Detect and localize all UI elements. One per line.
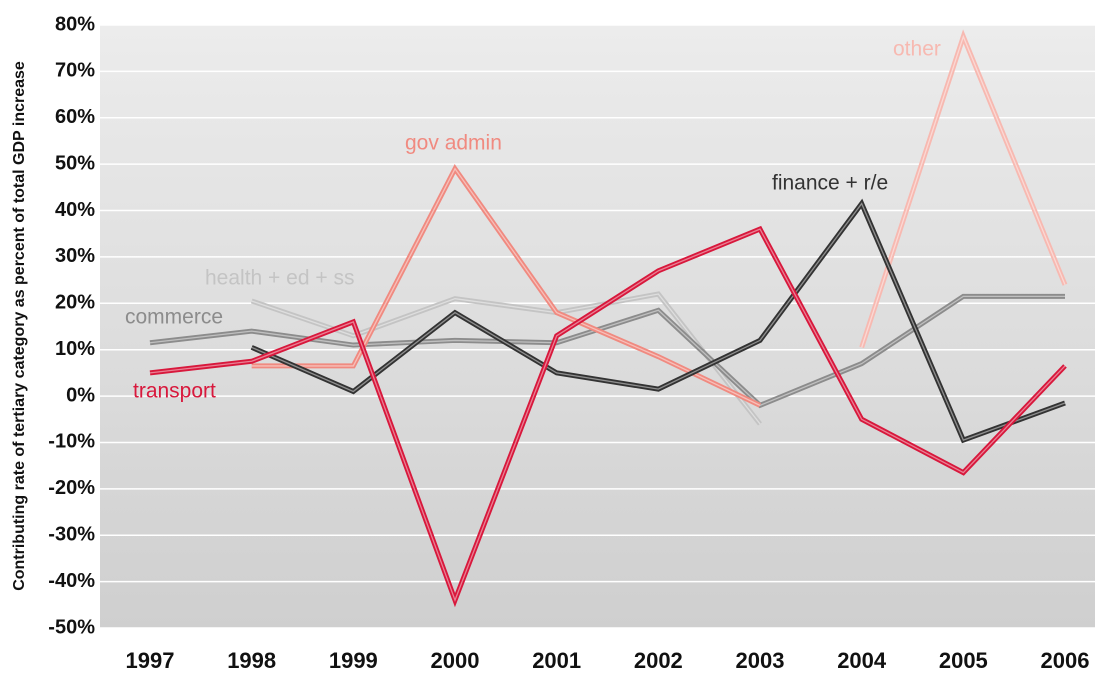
y-tick-label: 0% — [66, 384, 95, 406]
y-tick-label: 30% — [55, 245, 95, 267]
y-tick-label: -10% — [48, 431, 95, 453]
y-tick-label: 60% — [55, 106, 95, 128]
y-tick-label: 50% — [55, 152, 95, 174]
line-highlight — [251, 202, 1066, 441]
line-highlight — [149, 228, 1066, 603]
series-label: gov admin — [405, 132, 502, 155]
series-line — [859, 29, 1068, 349]
series-label: commerce — [125, 306, 223, 329]
x-tick-label: 2005 — [939, 648, 988, 673]
y-axis-label: Contributing rate of tertiary category a… — [11, 61, 28, 591]
y-tick-label: 80% — [55, 13, 95, 35]
series-line — [149, 293, 1065, 409]
y-tick-label: -30% — [48, 524, 95, 546]
series-label: other — [893, 38, 941, 61]
line-highlight — [149, 295, 1065, 407]
x-tick-label: 2006 — [1041, 648, 1090, 673]
x-tick-label: 2003 — [736, 648, 785, 673]
series-label: transport — [133, 380, 216, 403]
series-label: finance + r/e — [772, 172, 888, 195]
series-line — [250, 198, 1066, 444]
y-tick-label: -50% — [48, 616, 95, 638]
line-highlight — [861, 34, 1066, 348]
x-tick-label: 2002 — [634, 648, 683, 673]
x-tick-label: 2001 — [532, 648, 581, 673]
x-tick-label: 2004 — [837, 648, 887, 673]
x-tick-label: 1998 — [227, 648, 276, 673]
y-tick-label: 10% — [55, 338, 95, 360]
series-label: health + ed + ss — [205, 267, 354, 290]
y-tick-label: 20% — [55, 292, 95, 314]
y-tick-label: -40% — [48, 570, 95, 592]
series-line — [149, 225, 1067, 608]
y-tick-label: 40% — [55, 199, 95, 221]
series-line — [251, 163, 762, 408]
x-tick-label: 1997 — [126, 648, 175, 673]
y-tick-label: 70% — [55, 60, 95, 82]
x-tick-label: 1999 — [329, 648, 378, 673]
x-tick-label: 2000 — [431, 648, 480, 673]
y-tick-label: -20% — [48, 477, 95, 499]
plot-area — [100, 25, 1095, 628]
line-highlight — [251, 167, 761, 406]
